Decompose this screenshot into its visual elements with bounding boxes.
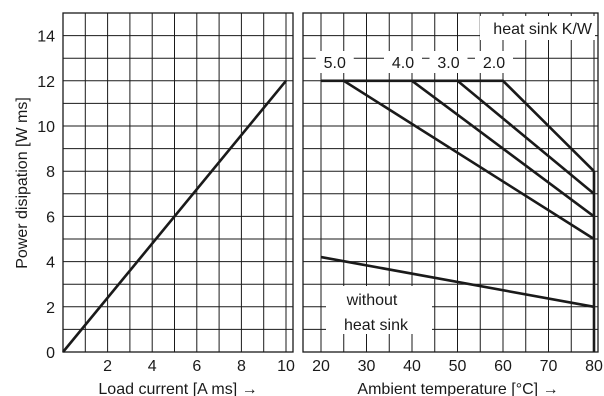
annotation-background [326,286,432,334]
right-x-tick-label: 60 [494,358,512,375]
left-x-tick-label: 10 [277,358,295,375]
left-panel-frame [62,12,294,353]
left-series [61,79,288,353]
heat-sink-value-label: 5.0 [324,55,346,72]
left-y-tick-label: 6 [46,209,55,226]
right-x-axis-label: Ambient temperature [°C] → [357,381,558,396]
left-x-tick-labels: 2 4 6 8 10 [103,358,295,375]
left-x-axis-label: Load current [A ms] → [98,381,257,396]
right-x-tick-label: 40 [403,358,421,375]
right-x-tick-label: 50 [449,358,467,375]
left-y-tick-label: 14 [37,29,55,46]
heat-sink-value-labels: 5.0 4.0 3.0 2.0 [315,51,513,73]
left-y-axis-label: Power disipation [W ms] [14,97,31,269]
annotation-without: without [346,292,398,309]
right-panel-ambient-temperature: 20 30 40 50 60 70 80 heat sink K/W 5.0 4.0 3.0 2.… [302,12,603,396]
heat-sink-label-background [384,51,422,73]
left-y-tick-label: 0 [46,345,55,362]
right-x-tick-label: 70 [540,358,558,375]
heat-sink-value-label: 2.0 [483,55,505,72]
left-grid [63,13,293,352]
left-y-tick-label: 8 [46,164,55,181]
left-x-tick-label: 8 [237,358,246,375]
left-x-tick-label: 4 [148,358,157,375]
heat-sink-value-label: 4.0 [392,55,414,72]
left-panel-load-current: 0 2 4 6 8 10 12 14 2 4 6 8 10 Load current [A ms] →… [14,12,295,396]
left-y-tick-label: 12 [37,74,55,91]
left-y-tick-label: 4 [46,255,55,272]
left-x-tick-label: 2 [103,358,112,375]
right-series-line [320,255,595,309]
right-x-tick-label: 80 [585,358,603,375]
right-x-tick-label: 20 [312,358,330,375]
heat-sink-value-label: 3.0 [437,55,459,72]
right-series-line [457,79,595,173]
legend-title-background [480,16,595,40]
annotation-heat-sink: heat sink [344,317,409,334]
left-y-tick-label: 10 [37,119,55,136]
heat-sink-label-background [429,51,468,73]
left-y-tick-label: 2 [46,300,55,317]
legend-title: heat sink K/W [493,21,593,38]
right-x-tick-label: 30 [358,358,376,375]
right-x-tick-labels: 20 30 40 50 60 70 80 [312,358,603,375]
right-series [320,79,596,352]
right-panel-frame [302,12,599,353]
heat-sink-label-background [475,51,513,73]
left-x-tick-label: 6 [192,358,201,375]
left-series-line [61,79,288,353]
left-y-tick-labels: 0 2 4 6 8 10 12 14 [37,29,55,362]
heat-sink-label-background [315,51,354,73]
